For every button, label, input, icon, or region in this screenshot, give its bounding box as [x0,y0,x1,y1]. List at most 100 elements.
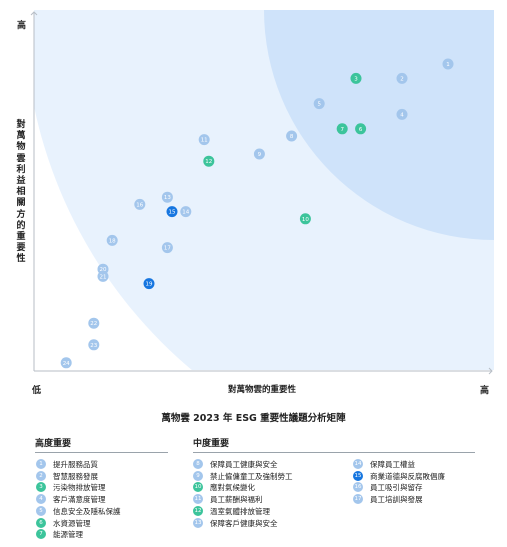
point-label: 23 [90,343,97,349]
point-11: 11 [198,134,210,146]
legend-high-divider [35,452,168,453]
legend-label: 水資源管理 [53,518,91,528]
legend-marker: 5 [36,505,46,516]
point-marker [97,270,109,282]
point-marker [286,130,298,142]
legend-high-title: 高度重要 [35,439,72,449]
point-7: 7 [336,123,348,135]
y-axis-label: 對萬物雲利益相關方的重要性 [16,120,26,265]
point-10: 10 [299,213,311,225]
legend-label: 商業道德與反腐敗倡廉 [370,471,445,481]
point-marker [161,242,173,254]
point-marker [396,108,408,120]
point-label: 16 [136,202,143,208]
point-15: 15 [166,206,178,218]
legend-label: 員工吸引與留存 [370,483,423,493]
legend-marker: 15 [353,470,363,481]
point-label: 15 [169,210,176,216]
point-label: 21 [100,274,107,280]
point-marker [134,198,146,210]
point-17: 17 [161,242,173,254]
point-marker [299,213,311,225]
point-marker [350,72,362,84]
point-9: 9 [253,148,265,160]
point-label: 9 [258,152,262,158]
point-22: 22 [88,317,100,329]
legend-medium-title: 中度重要 [193,439,230,449]
legend-label: 污染物排放管理 [53,483,106,493]
point-14: 14 [180,206,192,218]
legend-marker: 17 [353,494,363,505]
legend-label: 智慧服務發展 [53,471,98,481]
point-1: 1 [442,58,454,70]
legend-marker: 4 [36,494,46,505]
point-label: 24 [63,361,70,367]
point-marker [88,317,100,329]
legend-marker: 14 [353,459,363,469]
point-label: 11 [201,138,208,144]
point-label: 19 [146,282,153,288]
point-marker [336,123,348,135]
point-13: 13 [161,191,173,203]
legend-marker: 8 [193,459,203,469]
legend-label: 保障客戶健康與安全 [210,518,278,528]
point-label: 18 [109,238,116,244]
point-marker [396,72,408,84]
legend-marker: 3 [36,482,46,493]
point-21: 21 [97,270,109,282]
legend-marker: 2 [36,470,46,481]
point-marker [166,206,178,218]
legend-label: 信息安全及隱私保護 [53,506,121,516]
point-16: 16 [134,198,146,210]
point-marker [161,191,173,203]
point-marker [313,98,325,110]
point-label: 17 [164,246,171,252]
legend-label: 應對氣候變化 [210,483,255,493]
legend-marker: 6 [36,517,46,528]
point-label: 22 [90,321,97,327]
point-label: 2 [400,76,404,82]
point-6: 6 [355,123,367,135]
point-label: 10 [302,217,309,223]
legend-marker: 11 [193,494,203,505]
point-8: 8 [286,130,298,142]
point-marker [106,234,118,246]
high-importance-region [264,10,494,240]
legend-label: 禁止僱傭童工及強制勞工 [210,471,293,481]
point-4: 4 [396,108,408,120]
point-label: 5 [317,102,321,108]
x-axis-label: 對萬物雲的重要性 [228,385,297,395]
point-label: 8 [290,134,294,140]
point-label: 7 [340,127,344,133]
point-marker [355,123,367,135]
point-label: 3 [354,76,358,82]
point-label: 20 [100,267,107,273]
legend-marker: 1 [36,459,46,469]
point-label: 4 [400,112,404,118]
point-marker [203,155,215,167]
legend-label: 客戶滿意度管理 [53,495,106,505]
point-18: 18 [106,234,118,246]
point-marker [180,206,192,218]
legend-marker: 12 [193,505,203,516]
legend-label: 能源管理 [53,530,83,540]
legend-label: 員工薪酬與福利 [210,495,263,505]
legend-marker: 16 [353,482,363,493]
point-marker [60,357,72,369]
y-axis-high-label: 高 [17,21,27,31]
x-axis-low-label: 低 [32,386,42,396]
point-label: 12 [205,159,212,165]
point-marker [442,58,454,70]
point-19: 19 [143,278,155,290]
point-label: 13 [164,195,171,201]
legend-label: 保障員工健康與安全 [210,460,278,469]
point-label: 1 [446,62,450,68]
legend-marker: 7 [36,529,46,540]
point-5: 5 [313,98,325,110]
point-24: 24 [60,357,72,369]
point-23: 23 [88,339,100,351]
legend-label: 保障員工權益 [370,460,415,469]
point-label: 14 [182,210,189,216]
point-2: 2 [396,72,408,84]
